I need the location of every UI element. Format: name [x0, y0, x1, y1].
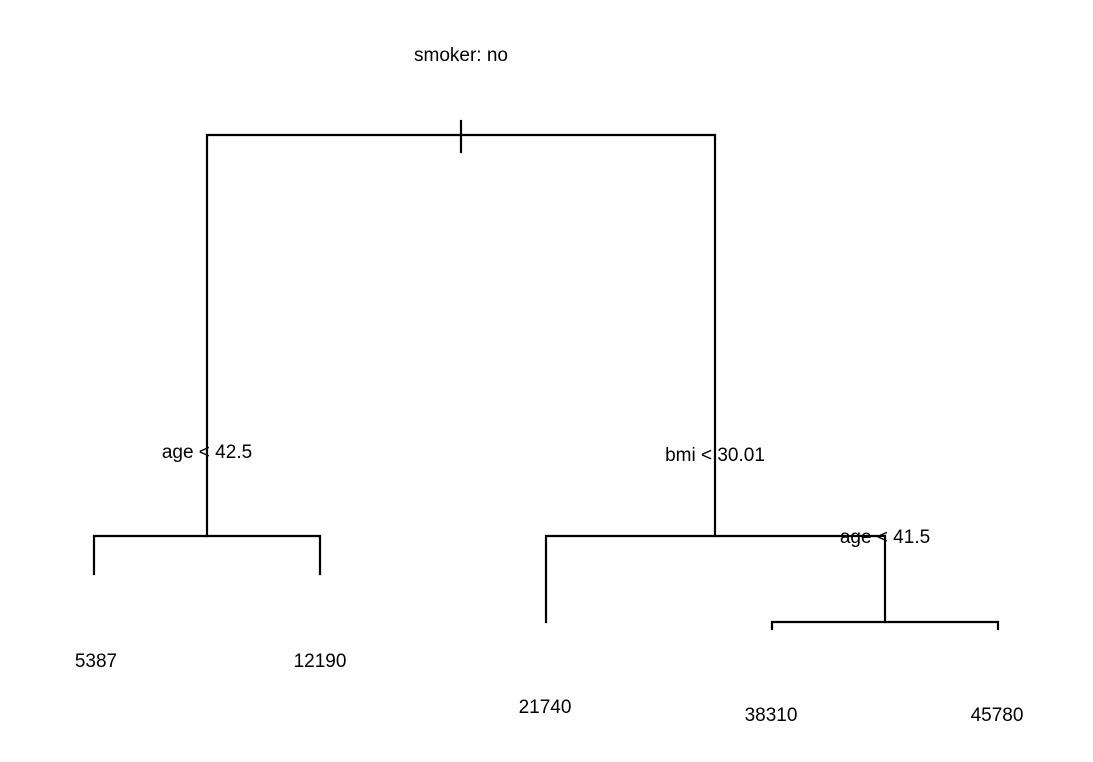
- leaf-label-12190: 12190: [294, 651, 347, 672]
- age-41-split-branch: [770, 620, 1000, 631]
- leaf-label-38310: 38310: [745, 705, 798, 726]
- split-label-bmi: bmi < 30.01: [665, 445, 765, 466]
- leaf-label-21740: 21740: [519, 697, 572, 718]
- leaf-label-45780: 45780: [971, 705, 1024, 726]
- split-label-age-41: age < 41.5: [840, 527, 930, 548]
- split-label-age-42: age < 42.5: [162, 442, 252, 463]
- bmi-split-branch: [544, 534, 887, 624]
- leaf-label-5387: 5387: [75, 651, 117, 672]
- split-label-root: smoker: no: [414, 45, 508, 66]
- age-42-split-branch: [92, 534, 322, 576]
- tree-edges: [92, 119, 1000, 631]
- tree-labels: smoker: no age < 42.5 bmi < 30.01 age < …: [75, 45, 1024, 726]
- root-split-branch: [205, 133, 717, 538]
